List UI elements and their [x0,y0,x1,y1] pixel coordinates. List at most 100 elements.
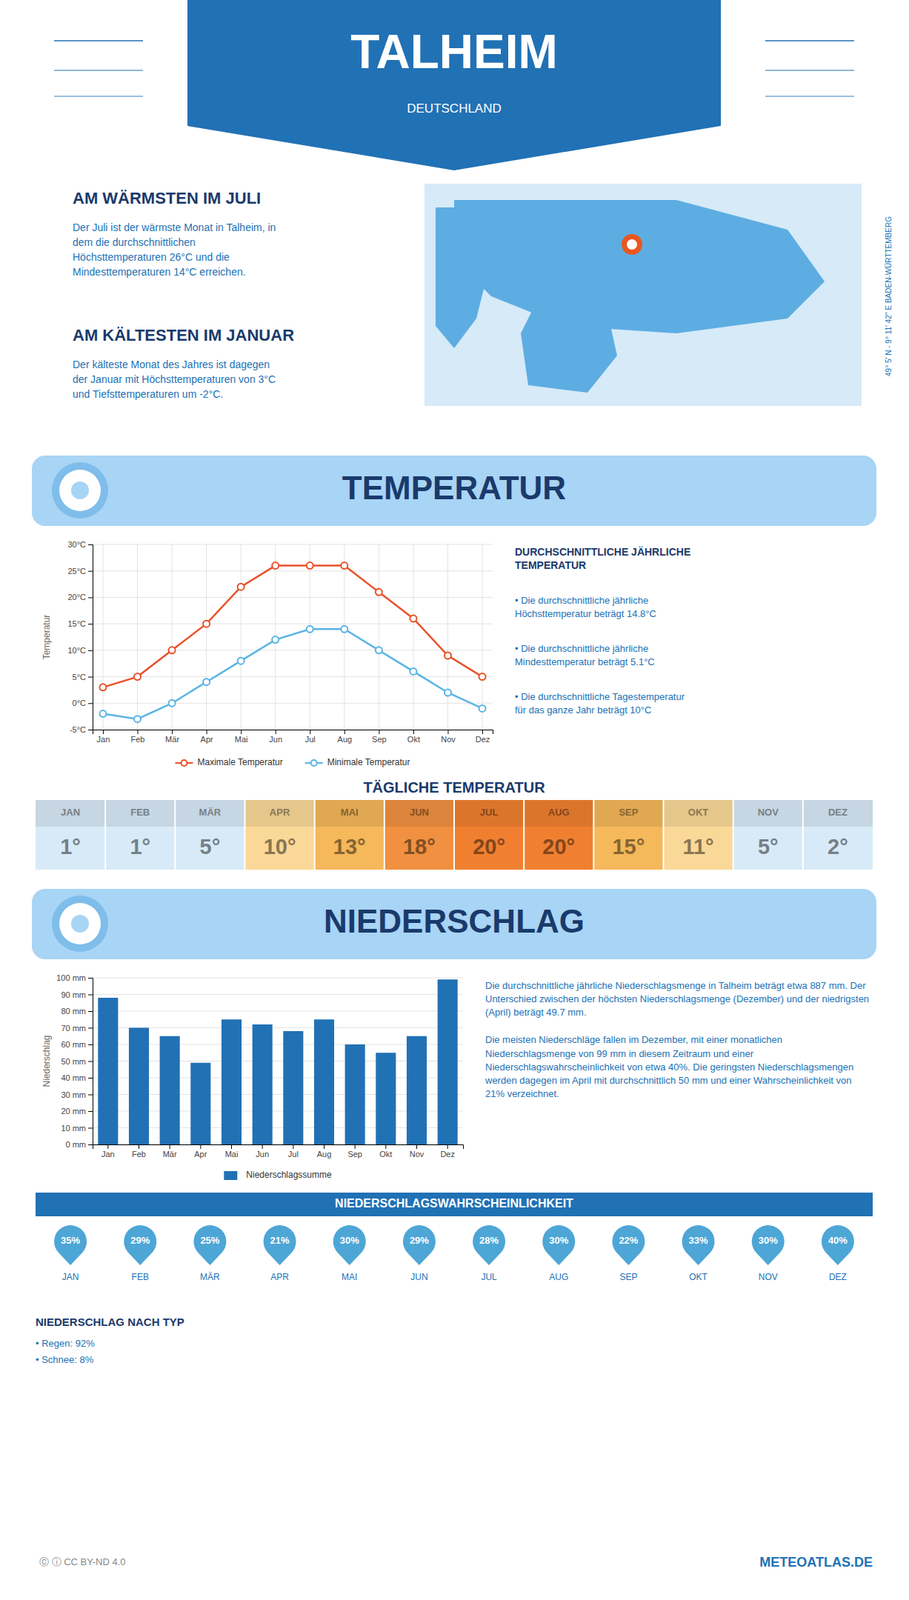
line-chart: -5°C0°C5°C10°C15°C20°C25°C30°CJanFebMärA… [41,540,494,768]
point [202,620,210,628]
tick-mark [88,994,93,996]
table-cell [593,826,664,870]
text-line: der Januar mit Höchsttemperaturen von 3°… [72,373,276,386]
grid-line [412,544,414,730]
point [237,583,245,591]
tick-mark [88,650,93,652]
tick-mark [88,1044,93,1046]
table-header-cell [733,800,804,827]
legend-swatch [223,1171,238,1181]
legend: Niederschlagssumme [223,1169,332,1181]
location-marker [621,234,643,255]
point [202,678,210,686]
point [271,636,279,644]
text-line: Unterschied zwischen der höchsten Nieder… [485,993,869,1005]
axis-line [88,978,94,1146]
grid [92,544,493,730]
table-header-cell [105,800,175,827]
tick-mark [107,1144,109,1150]
tick: Jul [305,729,316,744]
text-line: Niederschlagswahrscheinlichkeit von etwa… [485,1061,854,1073]
annotation: • Die durchschnittliche jährlicheMindest… [514,643,655,668]
tick-mark [416,1144,418,1150]
tick: Nov [409,1144,425,1159]
tick: Jan [97,729,111,744]
bar-chart: 0 mm10 mm20 mm30 mm40 mm50 mm60 mm70 mm8… [41,973,464,1181]
category-label: JAN [62,1272,80,1283]
data-label: 25% [200,1234,220,1247]
data-label: 5° [200,834,221,859]
header-shape [187,0,721,171]
table-header-cell [803,800,873,827]
tick-mark [88,677,93,678]
drop [333,1225,366,1266]
chart-title: NIEDERSCHLAGSWAHRSCHEINLICHKEIT [334,1197,574,1210]
decoration [54,69,143,71]
y-axis: 0 mm10 mm20 mm30 mm40 mm50 mm60 mm70 mm8… [56,973,93,1150]
plot-area [99,562,486,723]
grid-line [447,544,449,730]
tick-label: Jul [305,734,316,744]
tick-label: Mär [165,734,180,744]
tick-label: Jun [255,1149,269,1159]
block-title: NIEDERSCHLAG NACH TYP [35,1315,185,1329]
tick: Feb [131,729,146,744]
data-label: 1° [129,834,151,859]
tick-mark [378,729,380,735]
text-line: werden dagegen im April mit durchschnitt… [484,1074,852,1087]
drop [472,1225,506,1266]
tick: 100 mm [56,973,93,983]
tick-mark [88,1128,93,1130]
tick-mark [88,544,93,546]
table-header-label: OKT [688,806,709,818]
data-label: 21% [270,1234,290,1247]
tick-label: Apr [200,734,214,744]
text-line: Niederschlagsmenge von 99 mm in diesem Z… [485,1048,755,1060]
legend-label: Maximale Temperatur [197,757,283,768]
tick-label: Mai [225,1149,239,1159]
category-label: DEZ [828,1272,847,1283]
bar [345,1044,366,1145]
table-header-label: APR [269,806,291,818]
data-label: 29% [409,1234,429,1247]
drop [751,1225,785,1266]
text-line: für das ganze Jahr beträgt 10°C [514,704,652,716]
annotation: • Die durchschnittliche jährlicheHöchstt… [514,594,657,620]
tick-mark [138,1144,140,1150]
text-line: Mindesttemperaturen 14°C erreichen. [72,265,246,278]
legend: Maximale TemperaturMinimale Temperatur [175,757,411,768]
x-axis: JanFebMärAprMaiJunJulAugSepOktNovDez [93,1144,464,1159]
banner-icon-ring [51,462,109,519]
grid-line [92,994,464,995]
bar [252,1024,273,1145]
tick: Apr [194,1144,207,1159]
block-text: Der kälteste Monat des Jahres ist dagege… [72,358,276,401]
tick-mark [200,1144,201,1150]
tick-label: Mär [162,1149,178,1159]
table-header-cell [174,800,245,827]
grid-line [240,544,242,730]
text-line: Die durchschnittliche jährliche Niedersc… [485,980,867,992]
drop [123,1225,157,1266]
axis-line [93,1145,464,1150]
category-label: OKT [688,1272,708,1283]
plot-area [97,979,458,1145]
table-cell [803,826,873,870]
tick-label: 60 mm [60,1040,86,1050]
tick: Jun [255,1144,269,1159]
tick-mark [309,729,311,735]
section-title: NIEDERSCHLAG [323,903,585,940]
table-header-label: FEB [130,806,150,818]
tick: Jul [288,1144,299,1159]
point [444,652,452,660]
list-item: • Regen: 92% [35,1337,95,1350]
tick-mark [88,703,93,704]
tick-mark [354,1144,356,1150]
data-label: 22% [618,1234,638,1247]
tick: Apr [200,729,214,744]
point [99,710,106,718]
text-line: TEMPERATUR [514,559,586,572]
data-label: 29% [130,1234,150,1247]
text-line: Der kälteste Monat des Jahres ist dagege… [72,358,270,371]
tick: 25°C [67,566,93,576]
